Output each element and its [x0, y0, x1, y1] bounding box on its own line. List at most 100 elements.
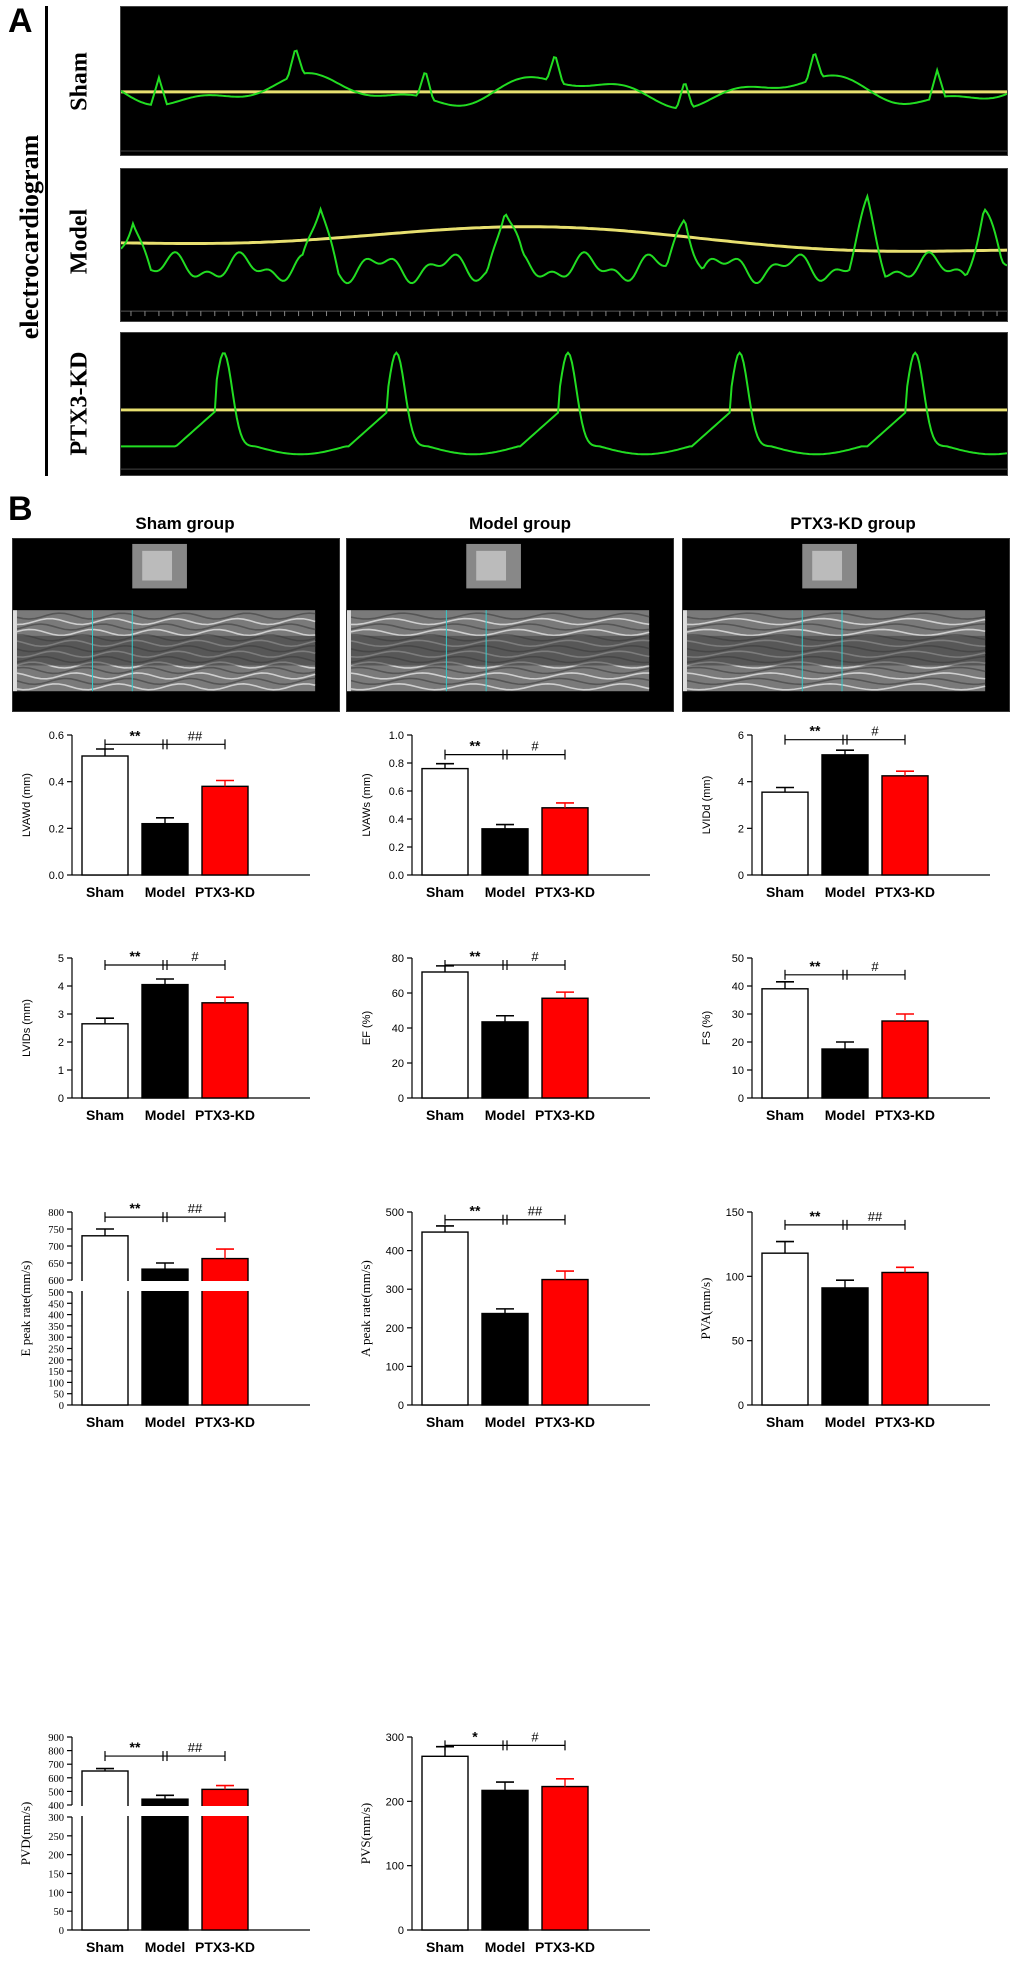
- y-tick-label: 50: [54, 1390, 65, 1401]
- significance-marker: #: [871, 959, 879, 974]
- significance-bracket: ** ##: [104, 727, 226, 750]
- echo-sham-image-icon: [12, 538, 340, 712]
- y-tick-label: 200: [386, 1796, 404, 1808]
- bar: [81, 1235, 129, 1406]
- significance-marker: ##: [188, 1201, 203, 1216]
- x-tick-label: PTX3-KD: [195, 1939, 255, 1955]
- bar: [821, 1287, 869, 1406]
- bar: [421, 1231, 469, 1406]
- y-tick-label: 0.6: [49, 730, 64, 742]
- significance-marker: **: [130, 1200, 141, 1216]
- y-tick-label: 200: [386, 1323, 404, 1335]
- bar: [541, 1785, 589, 1931]
- chart-ef: 0 20 40 60 80 ** # Sham Model PTX3-KD EF (%): [350, 948, 670, 1158]
- x-tick-label: Model: [485, 1939, 525, 1955]
- echo-stripe: [686, 612, 986, 620]
- echo-scale-bar: [683, 610, 687, 692]
- bar: [881, 1271, 929, 1406]
- chart-svg: 0.0 0.2 0.4 0.6 0.8 1.0 ** # Sham Model PTX3-KD LVA…: [361, 730, 650, 900]
- y-tick-label: 500: [386, 1207, 404, 1219]
- significance-marker: ##: [188, 728, 203, 743]
- significance-marker: **: [130, 948, 141, 964]
- y-axis-label: LVIDd (mm): [701, 776, 713, 834]
- x-tick-label: Sham: [426, 1107, 464, 1123]
- y-tick-label: 60: [392, 988, 404, 1000]
- y-tick-label: 200: [48, 1356, 64, 1367]
- y-tick-label: 0: [59, 1926, 64, 1937]
- y-axis-label: EF (%): [361, 1011, 373, 1045]
- y-tick-label: 750: [48, 1225, 64, 1236]
- y-tick-label: 300: [48, 1333, 64, 1344]
- echo-stripe: [350, 617, 650, 626]
- y-axis-label: E peak rate(mm/s): [18, 1260, 33, 1356]
- chart-svg: 0 10 20 30 40 50 ** # Sham Model PTX3-KD FS (%): [701, 953, 990, 1123]
- y-tick-label: 0.4: [49, 777, 64, 789]
- x-tick-label: PTX3-KD: [535, 1107, 595, 1123]
- x-tick-label: Sham: [426, 884, 464, 900]
- significance-marker: **: [810, 723, 821, 739]
- y-tick-label: 800: [48, 1208, 64, 1219]
- chart-pvd: 400 500 600 700 800 900 0 50 100 150 200 250 300 ** ##…: [10, 1725, 330, 1980]
- y-tick-label: 0: [398, 1093, 404, 1105]
- electrocardiogram-axis-label: electrocardiogram: [15, 134, 44, 340]
- y-tick-label: 0.2: [49, 823, 64, 835]
- significance-marker: #: [191, 949, 199, 964]
- y-axis-label: LVIDs (mm): [21, 999, 33, 1057]
- echo-cavity: [16, 635, 316, 666]
- echo-stripe: [686, 672, 986, 680]
- bar: [761, 1252, 809, 1406]
- ecg-trace-model-icon: [120, 168, 1008, 322]
- x-tick-label: Sham: [426, 1414, 464, 1430]
- bar: [421, 971, 469, 1099]
- bar: [201, 785, 249, 876]
- y-tick-label: 0.6: [389, 786, 404, 798]
- ecg-row-label-sham: Sham: [66, 52, 93, 111]
- y-tick-label: 150: [48, 1870, 64, 1881]
- significance-bracket: ** #: [784, 958, 906, 980]
- panel-a-divider: [45, 6, 48, 476]
- significance-bracket: * #: [444, 1728, 566, 1751]
- echo-title-model: Model group: [469, 514, 571, 533]
- y-tick-label: 0.0: [49, 870, 64, 882]
- x-tick-label: Sham: [86, 1107, 124, 1123]
- y-tick-label: 0.4: [389, 814, 404, 826]
- echo-stripe: [16, 628, 316, 637]
- y-tick-label: 600: [48, 1774, 64, 1785]
- bar: [821, 754, 869, 876]
- y-tick-label: 0: [738, 870, 744, 882]
- bar: [761, 791, 809, 876]
- ecg-baseline: [121, 225, 1007, 253]
- x-tick-label: PTX3-KD: [535, 1939, 595, 1955]
- x-tick-label: PTX3-KD: [535, 884, 595, 900]
- echo-stripe: [686, 661, 986, 669]
- y-axis-label: LVAWd (mm): [21, 773, 33, 837]
- ecg-trace-sham-icon: [120, 6, 1008, 156]
- y-tick-label: 400: [48, 1311, 64, 1322]
- chart-lvids: 0 1 2 3 4 5 ** # Sham Model PTX3-KD LVIDs (mm): [10, 948, 330, 1158]
- echo-stripe: [350, 623, 650, 631]
- echo-cavity: [350, 635, 650, 666]
- y-tick-label: 0: [59, 1401, 64, 1412]
- x-tick-label: Model: [485, 884, 525, 900]
- significance-marker: *: [472, 1728, 478, 1744]
- y-tick-label: 80: [392, 953, 404, 965]
- y-tick-label: 0: [738, 1400, 744, 1412]
- y-tick-label: 5: [58, 953, 64, 965]
- y-tick-label: 100: [48, 1888, 64, 1899]
- bar: [81, 755, 129, 876]
- echo-title-sham: Sham group: [135, 514, 235, 533]
- significance-marker: #: [531, 1729, 539, 1744]
- bar: [421, 767, 469, 876]
- echo-stripe: [16, 612, 316, 620]
- y-tick-label: 0: [738, 1093, 744, 1105]
- significance-bracket: ** #: [784, 723, 906, 745]
- x-tick-label: Model: [145, 1107, 185, 1123]
- bar: [541, 807, 589, 876]
- ecg-trace-line: [121, 351, 1007, 456]
- x-tick-label: PTX3-KD: [875, 1107, 935, 1123]
- significance-marker: #: [871, 724, 879, 739]
- y-tick-label: 100: [726, 1271, 744, 1283]
- y-tick-label: 40: [392, 1023, 404, 1035]
- echo-stripe: [686, 628, 986, 637]
- significance-bracket: ** ##: [104, 1739, 226, 1762]
